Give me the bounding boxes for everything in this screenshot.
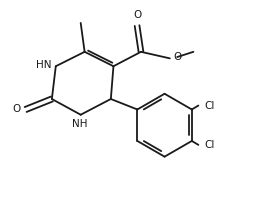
Text: HN: HN [36, 60, 52, 70]
Text: O: O [133, 10, 142, 20]
Text: Cl: Cl [204, 101, 215, 110]
Text: O: O [173, 52, 181, 62]
Text: Cl: Cl [204, 140, 215, 150]
Text: O: O [13, 105, 21, 114]
Text: NH: NH [72, 119, 87, 129]
